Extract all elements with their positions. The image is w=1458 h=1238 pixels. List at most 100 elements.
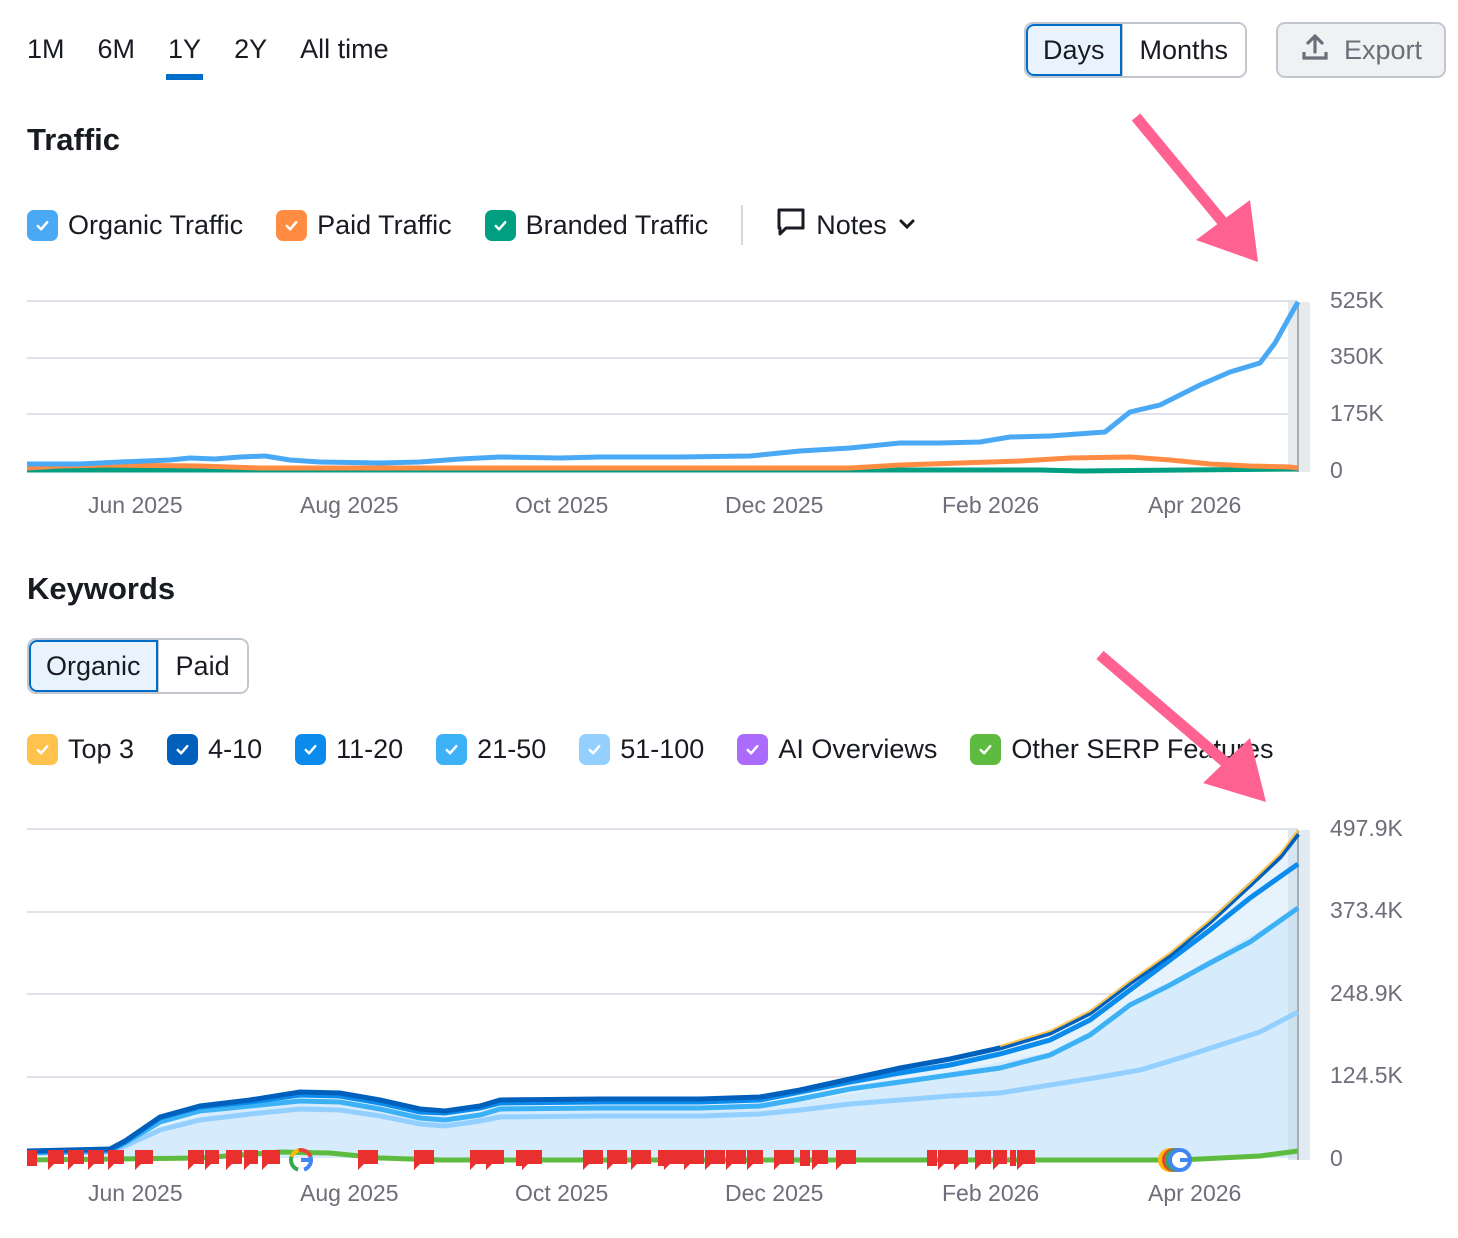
x-tick: Apr 2026 — [1148, 492, 1241, 518]
chevron-down-icon — [897, 210, 917, 241]
legend-label: 11-20 — [336, 734, 404, 764]
checkbox-icon[interactable] — [579, 734, 611, 765]
y-tick: 497.9K — [1330, 815, 1404, 841]
note-flag-icon — [226, 1150, 242, 1170]
legend-label: Paid Traffic — [317, 209, 452, 240]
note-flag-icon — [108, 1150, 124, 1170]
note-flag-icon — [188, 1150, 204, 1170]
legend-51-100[interactable]: 51-100 — [579, 734, 704, 765]
legend-11-20[interactable]: 11-20 — [295, 734, 403, 765]
checkbox-icon[interactable] — [436, 734, 468, 765]
legend-21-50[interactable]: 21-50 — [436, 734, 546, 765]
traffic-title: Traffic — [27, 122, 121, 157]
export-label: Export — [1343, 34, 1423, 65]
x-tick: Jun 2025 — [88, 492, 183, 518]
keywords-title: Keywords — [27, 571, 176, 606]
note-flag-icon — [993, 1150, 1007, 1170]
y-tick: 525K — [1330, 287, 1384, 313]
note-flag-icon — [358, 1150, 378, 1170]
checkbox-icon[interactable] — [167, 734, 199, 765]
x-tick: Apr 2026 — [1148, 1180, 1241, 1206]
legend-branded-traffic[interactable]: Branded Traffic — [484, 209, 709, 241]
legend-divider — [741, 205, 744, 245]
legend-label: Organic Traffic — [68, 209, 244, 240]
note-flags — [27, 1150, 1035, 1170]
notes-dropdown[interactable]: Notes — [776, 207, 917, 244]
note-flag-icon — [470, 1150, 486, 1170]
days-button[interactable]: Days — [1026, 24, 1122, 76]
note-flag-icon — [244, 1150, 258, 1170]
paid-traffic-line — [26, 454, 1299, 471]
y-tick: 350K — [1330, 343, 1384, 369]
note-flag-icon — [800, 1150, 810, 1166]
period-tab-2y[interactable]: 2Y — [234, 34, 268, 64]
organic-button[interactable]: Organic — [29, 640, 158, 692]
series-21-50-line — [26, 905, 1300, 1156]
traffic-legend: Organic Traffic Paid Traffic Branded Tra… — [27, 205, 917, 245]
note-flag-icon — [812, 1150, 828, 1170]
google-update-icon[interactable] — [1158, 1148, 1192, 1172]
note-flag-icon — [975, 1150, 991, 1170]
checkbox-icon[interactable] — [295, 734, 327, 765]
checkbox-icon[interactable] — [27, 209, 58, 241]
legend-4-10[interactable]: 4-10 — [167, 734, 262, 765]
period-tab-6m[interactable]: 6M — [97, 34, 136, 64]
x-tick: Jun 2025 — [88, 1180, 183, 1206]
legend-paid-traffic[interactable]: Paid Traffic — [276, 209, 452, 241]
period-tab-1m[interactable]: 1M — [27, 34, 65, 64]
checkbox-icon[interactable] — [276, 209, 308, 241]
notes-label: Notes — [816, 209, 887, 240]
organic-traffic-line — [27, 300, 1301, 467]
google-update-icon[interactable] — [288, 1147, 314, 1173]
note-flag-icon — [726, 1150, 746, 1170]
note-flag-icon — [658, 1150, 664, 1166]
months-button[interactable]: Months — [1121, 24, 1246, 76]
x-tick: Dec 2025 — [725, 1180, 823, 1206]
paid-button[interactable]: Paid — [157, 640, 247, 692]
legend-ai-overviews[interactable]: AI Overviews — [737, 734, 937, 765]
arrow-icon — [1096, 650, 1266, 802]
legend-label: Branded Traffic — [525, 209, 709, 240]
keywords-type-toggle: Organic Paid — [27, 638, 249, 694]
note-flag-icon — [88, 1150, 104, 1170]
export-button[interactable]: Export — [1276, 22, 1446, 78]
keywords-area-inner — [125, 908, 1298, 1158]
y-tick: 0 — [1330, 1145, 1343, 1171]
note-flag-icon — [774, 1150, 794, 1170]
legend-label: 4-10 — [208, 734, 263, 764]
legend-label: Top 3 — [68, 734, 135, 764]
arrow-icon — [1131, 113, 1258, 262]
legend-label: AI Overviews — [778, 734, 938, 764]
x-tick: Dec 2025 — [725, 492, 823, 518]
note-flag-icon — [705, 1150, 725, 1170]
checkbox-icon[interactable] — [970, 734, 1002, 765]
period-tab-all-time[interactable]: All time — [300, 34, 389, 64]
x-tick: Feb 2026 — [942, 492, 1039, 518]
note-flag-icon — [583, 1150, 603, 1170]
x-tick: Oct 2025 — [515, 1180, 608, 1206]
note-flag-icon — [205, 1150, 219, 1170]
note-flag-icon — [27, 1150, 37, 1166]
checkbox-icon[interactable] — [737, 734, 769, 765]
checkbox-icon[interactable] — [484, 209, 516, 241]
legend-top-3[interactable]: Top 3 — [27, 734, 134, 765]
note-flag-icon — [1010, 1150, 1016, 1166]
x-tick: Oct 2025 — [515, 492, 608, 518]
legend-organic-traffic[interactable]: Organic Traffic — [27, 209, 244, 241]
note-flag-icon — [631, 1150, 651, 1170]
period-tab-1y[interactable]: 1Y — [166, 30, 204, 80]
y-tick: 0 — [1330, 457, 1343, 483]
period-tabs: 1M 6M 1Y 2Y All time — [27, 30, 422, 80]
note-flag-icon — [516, 1150, 522, 1166]
y-tick: 248.9K — [1330, 980, 1404, 1006]
comment-icon — [776, 207, 806, 244]
note-flag-icon — [68, 1150, 84, 1170]
checkbox-icon[interactable] — [27, 734, 58, 765]
upload-icon — [1300, 32, 1330, 69]
keywords-legend: Top 3 4-10 11-20 21-50 51-100 AI Overvie… — [27, 734, 1306, 765]
legend-other-serp-features[interactable]: Other SERP Features — [970, 734, 1273, 765]
series-51-100-line — [26, 1009, 1300, 1156]
series-top-3-line — [999, 829, 1299, 1047]
y-tick: 373.4K — [1330, 897, 1404, 923]
legend-label: 21-50 — [477, 734, 547, 764]
